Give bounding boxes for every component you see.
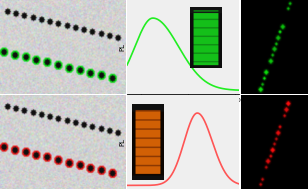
X-axis label: Wavelength (nm): Wavelength (nm): [156, 105, 210, 110]
Y-axis label: PL: PL: [120, 138, 126, 146]
Y-axis label: PL: PL: [120, 43, 126, 51]
